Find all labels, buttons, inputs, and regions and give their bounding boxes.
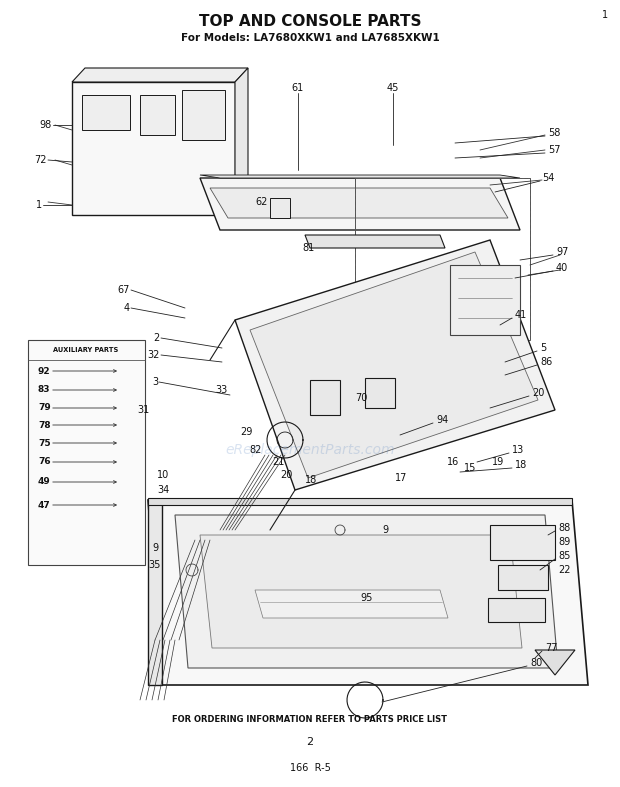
Text: 9: 9 (152, 543, 158, 553)
Text: 32: 32 (148, 350, 160, 360)
Text: 34: 34 (157, 485, 169, 495)
Bar (123, 415, 145, 427)
Text: 2: 2 (154, 333, 160, 343)
Text: 89: 89 (558, 537, 570, 547)
Text: 1: 1 (602, 10, 608, 20)
Text: 33: 33 (215, 385, 228, 395)
Text: 80: 80 (530, 658, 542, 668)
Text: 94: 94 (436, 415, 448, 425)
Text: 3: 3 (152, 377, 158, 387)
Text: 75: 75 (38, 438, 51, 448)
Text: TOP AND CONSOLE PARTS: TOP AND CONSOLE PARTS (199, 14, 421, 29)
Polygon shape (82, 95, 130, 130)
Bar (123, 432, 145, 444)
Text: 97: 97 (556, 247, 569, 257)
Bar (123, 489, 145, 501)
Text: 20: 20 (532, 388, 544, 398)
Text: 9: 9 (382, 525, 388, 535)
Text: 17: 17 (395, 473, 407, 483)
Polygon shape (148, 498, 572, 505)
Polygon shape (200, 175, 520, 178)
Polygon shape (270, 198, 290, 218)
Text: 67: 67 (118, 285, 130, 295)
Polygon shape (200, 535, 522, 648)
Text: 54: 54 (542, 173, 554, 183)
Text: 45: 45 (387, 83, 399, 93)
Text: 18: 18 (515, 460, 527, 470)
Text: 4: 4 (124, 303, 130, 313)
Bar (123, 397, 145, 409)
Polygon shape (210, 188, 508, 218)
Text: For Models: LA7680XKW1 and LA7685XKW1: For Models: LA7680XKW1 and LA7685XKW1 (180, 33, 440, 43)
Text: 18: 18 (305, 475, 317, 485)
Text: 79: 79 (38, 404, 51, 412)
Text: 85: 85 (558, 551, 570, 561)
Bar (123, 469, 145, 481)
Bar (123, 378, 145, 390)
Polygon shape (535, 650, 575, 675)
Text: 86: 86 (540, 357, 552, 367)
Text: 95: 95 (360, 593, 373, 603)
Polygon shape (28, 340, 145, 565)
Text: 88: 88 (558, 523, 570, 533)
Polygon shape (175, 515, 558, 668)
Text: 83: 83 (38, 386, 50, 394)
Polygon shape (365, 378, 395, 408)
Text: 35: 35 (148, 560, 161, 570)
Text: 5: 5 (540, 343, 546, 353)
Polygon shape (490, 525, 555, 560)
Text: 49: 49 (38, 478, 51, 486)
Text: 72: 72 (35, 155, 47, 165)
Text: 22: 22 (558, 565, 570, 575)
Text: 61: 61 (292, 83, 304, 93)
Text: 76: 76 (38, 457, 51, 467)
Polygon shape (255, 590, 448, 618)
Text: 41: 41 (515, 310, 527, 320)
Text: 20: 20 (280, 470, 293, 480)
Polygon shape (72, 68, 248, 82)
Polygon shape (498, 565, 548, 590)
Text: 16: 16 (447, 457, 459, 467)
Polygon shape (148, 500, 588, 685)
Text: 70: 70 (355, 393, 368, 403)
Text: 166  R-5: 166 R-5 (290, 763, 330, 773)
Text: 15: 15 (464, 463, 476, 473)
Text: 40: 40 (556, 263, 569, 273)
Polygon shape (140, 95, 175, 135)
Text: 81: 81 (302, 243, 314, 253)
Polygon shape (72, 82, 235, 215)
Bar (123, 450, 145, 462)
Text: 29: 29 (241, 427, 253, 437)
Bar (123, 512, 145, 524)
Text: eReplacementParts.com: eReplacementParts.com (225, 443, 395, 457)
Polygon shape (182, 90, 225, 140)
Text: 57: 57 (548, 145, 560, 155)
Text: 13: 13 (512, 445, 525, 455)
Text: 78: 78 (38, 420, 51, 430)
Polygon shape (450, 265, 520, 335)
Polygon shape (488, 598, 545, 622)
Polygon shape (305, 235, 445, 248)
Polygon shape (235, 68, 248, 215)
Text: 62: 62 (255, 197, 267, 207)
Text: 2: 2 (306, 737, 314, 747)
Polygon shape (200, 178, 520, 230)
Text: 47: 47 (38, 501, 51, 509)
Text: FOR ORDERING INFORMATION REFER TO PARTS PRICE LIST: FOR ORDERING INFORMATION REFER TO PARTS … (172, 715, 448, 725)
Text: 98: 98 (40, 120, 52, 130)
Polygon shape (250, 252, 538, 478)
Text: 77: 77 (545, 643, 557, 653)
Text: AUXILIARY PARTS: AUXILIARY PARTS (53, 347, 118, 353)
Text: 21: 21 (272, 457, 285, 467)
Polygon shape (235, 240, 555, 490)
Text: 1: 1 (36, 200, 42, 210)
Text: 92: 92 (38, 367, 51, 375)
Text: 58: 58 (548, 128, 560, 138)
Text: 82: 82 (250, 445, 262, 455)
Polygon shape (310, 380, 340, 415)
Text: 31: 31 (138, 405, 150, 415)
Polygon shape (148, 500, 162, 685)
Text: 10: 10 (157, 470, 169, 480)
Text: 19: 19 (492, 457, 504, 467)
